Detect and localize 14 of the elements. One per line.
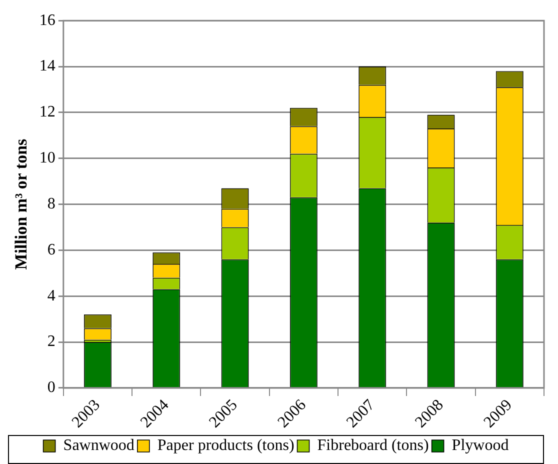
y-tick-label: 16 — [39, 12, 56, 29]
y-tick-label: 4 — [47, 287, 56, 304]
y-tick-label: 2 — [47, 333, 56, 350]
y-tick-label: 10 — [39, 150, 56, 167]
legend-label: Plywood — [452, 437, 509, 454]
legend-label: Paper products (tons) — [157, 437, 294, 454]
y-tick-label: 12 — [39, 104, 56, 121]
y-tick-label: 8 — [47, 195, 56, 212]
legend-label: Fibreboard (tons) — [317, 437, 429, 454]
y-tick-label: 6 — [47, 241, 56, 258]
legend-label: Sawnwood — [63, 437, 134, 454]
y-tick-label: 0 — [47, 379, 56, 396]
y-axis-title: Million m³ or tons — [12, 138, 31, 270]
y-tick-label: 14 — [39, 58, 56, 75]
